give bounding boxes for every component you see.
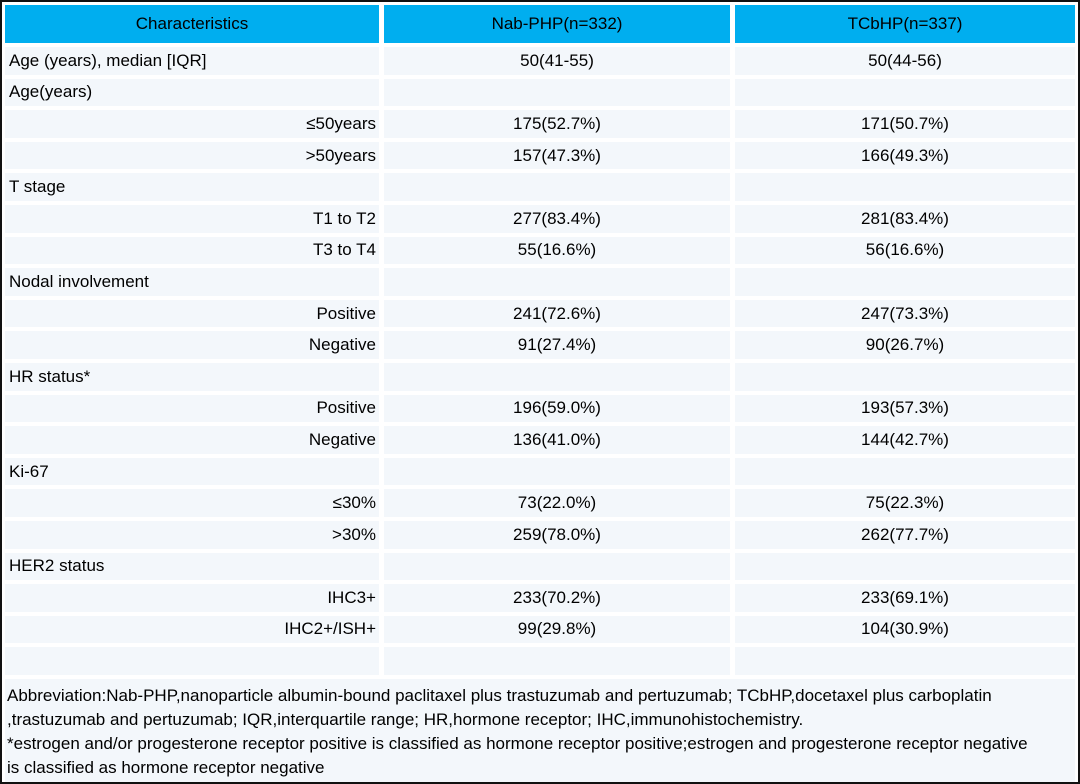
tcbhp-value-cell: 171(50.7%) bbox=[735, 110, 1075, 138]
tcbhp-value-cell: 281(83.4%) bbox=[735, 204, 1075, 233]
tcbhp-value-cell: 104(30.9%) bbox=[735, 615, 1075, 644]
row-label-cell: Ki-67 bbox=[5, 457, 379, 486]
tcbhp-value-cell: 50(44-56) bbox=[735, 47, 1075, 75]
nab-php-value-cell: 99(29.8%) bbox=[384, 615, 730, 644]
nab-php-value-cell: 91(27.4%) bbox=[384, 331, 730, 359]
tcbhp-value-cell bbox=[735, 457, 1075, 486]
nab-php-value-cell bbox=[384, 78, 730, 107]
row-label-cell: Age(years) bbox=[5, 78, 379, 107]
nab-php-value-cell bbox=[384, 457, 730, 486]
row-label-cell: Nodal involvement bbox=[5, 268, 379, 296]
row-label-cell: ≤30% bbox=[5, 489, 379, 517]
row-label-cell: Positive bbox=[5, 299, 379, 328]
row-label-cell: Positive bbox=[5, 394, 379, 423]
footnote-line: ,trastuzumab and pertuzumab; IQR,interqu… bbox=[7, 709, 804, 729]
tcbhp-value-cell bbox=[735, 362, 1075, 391]
row-label-cell: >50years bbox=[5, 141, 379, 170]
nab-php-value-cell: 233(70.2%) bbox=[384, 584, 730, 612]
tcbhp-value-cell: 144(42.7%) bbox=[735, 426, 1075, 454]
nab-php-value-cell: 73(22.0%) bbox=[384, 489, 730, 517]
tcbhp-value-cell: 262(77.7%) bbox=[735, 520, 1075, 549]
tcbhp-value-cell: 233(69.1%) bbox=[735, 584, 1075, 612]
row-label-cell: IHC2+/ISH+ bbox=[5, 615, 379, 644]
nab-php-value-cell bbox=[384, 362, 730, 391]
nab-php-value-cell: 277(83.4%) bbox=[384, 204, 730, 233]
nab-php-value-cell: 241(72.6%) bbox=[384, 299, 730, 328]
nab-php-value-cell bbox=[384, 647, 730, 675]
header-cell-tcbhp: TCbHP(n=337) bbox=[735, 5, 1075, 43]
footnote-line: is classified as hormone receptor negati… bbox=[7, 757, 325, 777]
characteristics-table: Characteristics Nab-PHP(n=332) TCbHP(n=3… bbox=[5, 5, 1075, 675]
row-label-cell: HER2 status bbox=[5, 552, 379, 581]
nab-php-value-cell bbox=[384, 173, 730, 201]
tcbhp-value-cell: 90(26.7%) bbox=[735, 331, 1075, 359]
nab-php-value-cell: 157(47.3%) bbox=[384, 141, 730, 170]
row-label-cell: T3 to T4 bbox=[5, 236, 379, 265]
row-label-cell: Negative bbox=[5, 426, 379, 454]
header-cell-characteristics: Characteristics bbox=[5, 5, 379, 43]
nab-php-value-cell: 196(59.0%) bbox=[384, 394, 730, 423]
nab-php-value-cell: 55(16.6%) bbox=[384, 236, 730, 265]
row-label-cell: T stage bbox=[5, 173, 379, 201]
nab-php-value-cell: 136(41.0%) bbox=[384, 426, 730, 454]
tcbhp-value-cell: 247(73.3%) bbox=[735, 299, 1075, 328]
row-label-cell: >30% bbox=[5, 520, 379, 549]
row-label-cell: Negative bbox=[5, 331, 379, 359]
tcbhp-value-cell bbox=[735, 173, 1075, 201]
row-label-cell: Age (years), median [IQR] bbox=[5, 47, 379, 75]
row-label-cell: ≤50years bbox=[5, 110, 379, 138]
nab-php-value-cell: 175(52.7%) bbox=[384, 110, 730, 138]
row-label-cell bbox=[5, 647, 379, 675]
tcbhp-value-cell bbox=[735, 647, 1075, 675]
footnote-line: *estrogen and/or progesterone receptor p… bbox=[7, 733, 1028, 753]
row-label-cell: T1 to T2 bbox=[5, 204, 379, 233]
tcbhp-value-cell: 75(22.3%) bbox=[735, 489, 1075, 517]
tcbhp-value-cell bbox=[735, 268, 1075, 296]
tcbhp-value-cell bbox=[735, 552, 1075, 581]
nab-php-value-cell bbox=[384, 552, 730, 581]
nab-php-value-cell: 50(41-55) bbox=[384, 47, 730, 75]
row-label-cell: IHC3+ bbox=[5, 584, 379, 612]
nab-php-value-cell bbox=[384, 268, 730, 296]
nab-php-value-cell: 259(78.0%) bbox=[384, 520, 730, 549]
table-footnotes: Abbreviation:Nab-PHP,nanoparticle albumi… bbox=[5, 678, 1075, 782]
footnote-line: Abbreviation:Nab-PHP,nanoparticle albumi… bbox=[7, 685, 992, 705]
tcbhp-value-cell bbox=[735, 78, 1075, 107]
row-label-cell: HR status* bbox=[5, 362, 379, 391]
tcbhp-value-cell: 193(57.3%) bbox=[735, 394, 1075, 423]
header-cell-nab-php: Nab-PHP(n=332) bbox=[384, 5, 730, 43]
tcbhp-value-cell: 166(49.3%) bbox=[735, 141, 1075, 170]
tcbhp-value-cell: 56(16.6%) bbox=[735, 236, 1075, 265]
